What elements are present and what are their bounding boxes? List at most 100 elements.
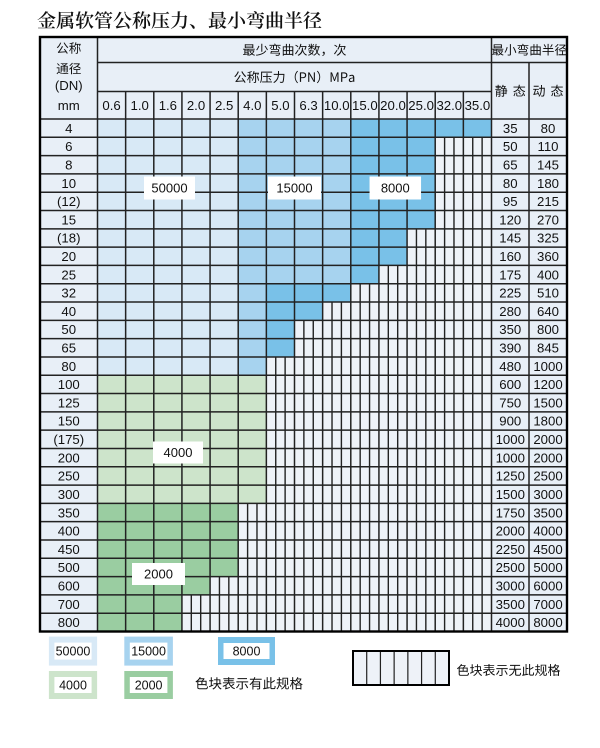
svg-text:32.0: 32.0: [436, 98, 462, 113]
svg-text:750: 750: [499, 395, 521, 410]
svg-text:600: 600: [499, 377, 521, 392]
svg-text:1500: 1500: [496, 487, 525, 502]
svg-text:6000: 6000: [533, 578, 562, 593]
svg-text:1750: 1750: [496, 505, 525, 520]
svg-text:8000: 8000: [381, 181, 410, 196]
svg-text:2000: 2000: [533, 432, 562, 447]
svg-text:5000: 5000: [533, 560, 562, 575]
svg-text:700: 700: [58, 597, 80, 612]
svg-text:4500: 4500: [533, 542, 562, 557]
svg-text:360: 360: [537, 249, 559, 264]
svg-text:50000: 50000: [56, 645, 91, 659]
svg-text:80: 80: [503, 176, 518, 191]
svg-text:2500: 2500: [533, 469, 562, 484]
svg-text:280: 280: [499, 304, 521, 319]
svg-text:160: 160: [499, 249, 521, 264]
svg-text:80: 80: [541, 121, 556, 136]
svg-text:6.3: 6.3: [299, 98, 317, 113]
svg-text:4000: 4000: [496, 615, 525, 630]
svg-text:350: 350: [58, 505, 80, 520]
svg-text:640: 640: [537, 304, 559, 319]
svg-text:400: 400: [58, 524, 80, 539]
svg-text:65: 65: [503, 157, 518, 172]
svg-text:50000: 50000: [151, 181, 187, 196]
svg-text:845: 845: [537, 341, 559, 356]
svg-text:2000: 2000: [496, 524, 525, 539]
svg-text:2500: 2500: [496, 560, 525, 575]
svg-text:65: 65: [61, 341, 76, 356]
svg-text:8000: 8000: [533, 615, 562, 630]
svg-text:110: 110: [537, 139, 558, 154]
svg-text:8: 8: [65, 157, 72, 172]
svg-text:15: 15: [61, 212, 76, 227]
svg-text:20: 20: [61, 249, 76, 264]
svg-text:400: 400: [537, 267, 559, 282]
svg-text:150: 150: [58, 414, 80, 429]
svg-text:15000: 15000: [276, 181, 312, 196]
svg-text:145: 145: [537, 157, 559, 172]
svg-text:(12): (12): [57, 194, 80, 209]
svg-text:4000: 4000: [533, 524, 562, 539]
svg-text:(175): (175): [53, 432, 84, 447]
svg-text:15.0: 15.0: [352, 98, 378, 113]
svg-text:600: 600: [58, 578, 80, 593]
svg-text:32: 32: [61, 286, 76, 301]
svg-text:1000: 1000: [496, 450, 525, 465]
svg-text:1.6: 1.6: [159, 98, 177, 113]
svg-text:300: 300: [58, 487, 80, 502]
svg-text:1800: 1800: [533, 414, 562, 429]
svg-text:2.0: 2.0: [187, 98, 205, 113]
svg-text:25.0: 25.0: [408, 98, 434, 113]
svg-text:480: 480: [499, 359, 521, 374]
svg-text:510: 510: [537, 286, 559, 301]
svg-text:800: 800: [58, 615, 80, 630]
svg-text:900: 900: [499, 414, 521, 429]
svg-text:3000: 3000: [533, 487, 562, 502]
svg-text:120: 120: [499, 212, 521, 227]
svg-text:2250: 2250: [496, 542, 525, 557]
svg-text:200: 200: [58, 450, 80, 465]
svg-text:(DN): (DN): [55, 78, 83, 93]
svg-text:270: 270: [537, 212, 559, 227]
svg-text:50: 50: [503, 139, 518, 154]
svg-text:215: 215: [537, 194, 559, 209]
svg-text:1500: 1500: [533, 395, 562, 410]
svg-text:145: 145: [499, 231, 521, 246]
svg-text:4000: 4000: [59, 678, 87, 692]
svg-text:40: 40: [61, 304, 76, 319]
svg-text:mm: mm: [58, 98, 80, 113]
svg-text:80: 80: [61, 359, 76, 374]
svg-text:1200: 1200: [533, 377, 562, 392]
svg-text:7000: 7000: [533, 597, 562, 612]
svg-text:35: 35: [503, 121, 518, 136]
svg-text:2000: 2000: [533, 450, 562, 465]
svg-text:3500: 3500: [496, 597, 525, 612]
svg-text:450: 450: [58, 542, 80, 557]
svg-text:100: 100: [58, 377, 80, 392]
svg-text:125: 125: [58, 395, 80, 410]
svg-text:20.0: 20.0: [380, 98, 406, 113]
svg-text:225: 225: [499, 286, 521, 301]
svg-text:500: 500: [58, 560, 80, 575]
svg-text:6: 6: [65, 139, 72, 154]
svg-text:390: 390: [499, 341, 521, 356]
svg-text:10.0: 10.0: [324, 98, 350, 113]
svg-text:5.0: 5.0: [271, 98, 289, 113]
svg-text:8000: 8000: [233, 644, 261, 658]
svg-text:350: 350: [499, 322, 521, 337]
svg-text:175: 175: [499, 267, 521, 282]
svg-text:325: 325: [537, 231, 559, 246]
svg-text:3000: 3000: [496, 578, 525, 593]
svg-text:1000: 1000: [533, 359, 562, 374]
svg-text:2.5: 2.5: [215, 98, 233, 113]
svg-text:3500: 3500: [533, 505, 562, 520]
svg-text:4000: 4000: [164, 445, 193, 460]
svg-text:1250: 1250: [496, 469, 525, 484]
svg-text:0.6: 0.6: [102, 98, 120, 113]
svg-text:180: 180: [537, 176, 559, 191]
svg-text:2000: 2000: [144, 567, 173, 582]
svg-text:50: 50: [61, 322, 76, 337]
svg-text:15000: 15000: [131, 645, 166, 659]
svg-text:1000: 1000: [496, 432, 525, 447]
svg-text:4: 4: [65, 121, 72, 136]
